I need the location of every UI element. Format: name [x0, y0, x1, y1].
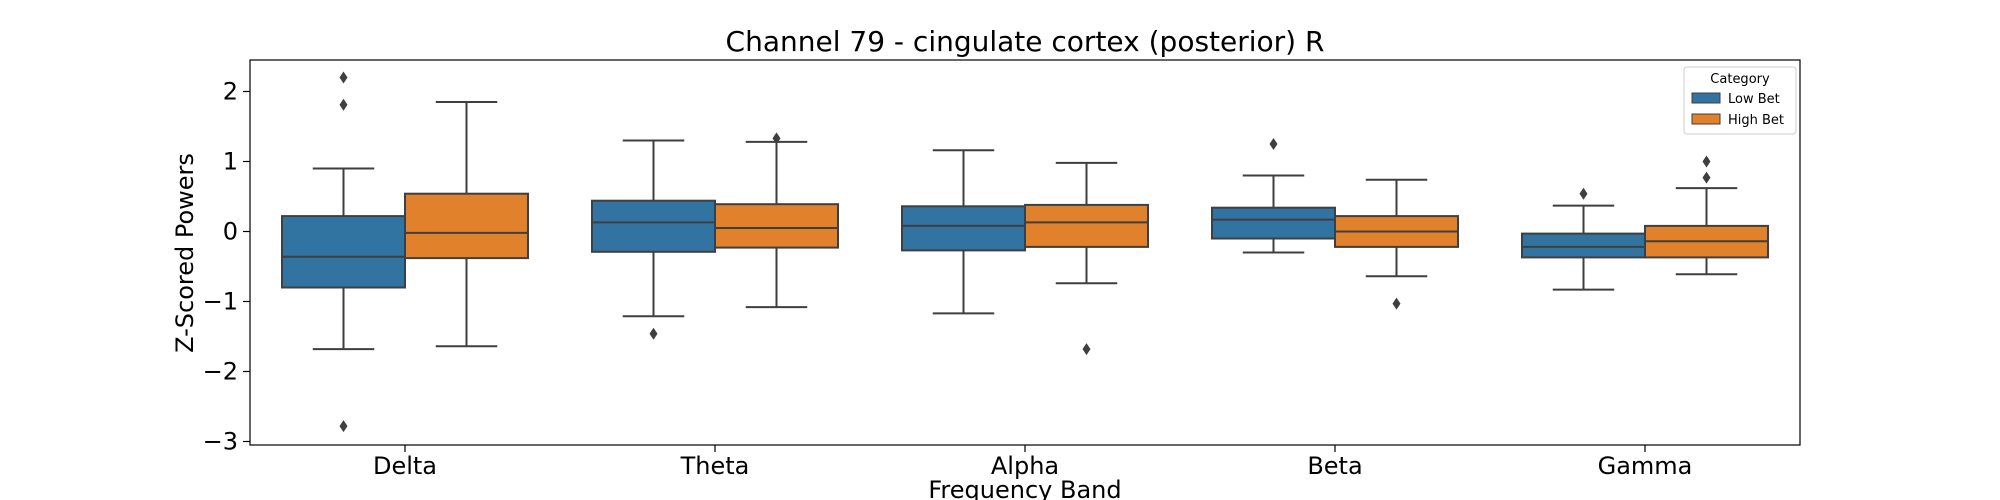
legend: Category Low Bet High Bet — [1683, 66, 1797, 135]
outlier-marker — [339, 71, 348, 84]
x-tick-label: Alpha — [991, 452, 1059, 480]
x-tick-label: Theta — [680, 452, 750, 480]
y-tick-label: 2 — [223, 78, 238, 106]
box-delta-high-bet — [404, 101, 529, 348]
box-gamma-high-bet — [1644, 155, 1769, 276]
box-iqr — [1521, 232, 1646, 259]
legend-label-high-bet: High Bet — [1728, 113, 1784, 128]
box-iqr — [901, 205, 1026, 252]
x-tick-label: Beta — [1307, 452, 1362, 480]
outlier-marker — [1702, 171, 1711, 184]
legend-swatch-low-bet — [1691, 92, 1721, 104]
legend-label-low-bet: Low Bet — [1728, 92, 1780, 107]
box-alpha-low-bet — [901, 149, 1026, 315]
box-iqr — [404, 192, 529, 260]
y-tick-label: 0 — [223, 218, 238, 246]
box-beta-high-bet — [1334, 178, 1459, 310]
y-tick-label: −1 — [203, 288, 238, 316]
box-delta-low-bet — [281, 71, 406, 433]
box-iqr — [591, 199, 716, 253]
box-alpha-high-bet — [1024, 161, 1149, 356]
legend-swatch-high-bet — [1691, 113, 1721, 125]
y-tick-label: −2 — [203, 358, 238, 386]
x-axis-label: Frequency Band — [928, 476, 1121, 500]
outlier-marker — [772, 132, 781, 145]
outlier-marker — [339, 420, 348, 433]
outlier-marker — [1579, 187, 1588, 200]
outlier-marker — [1082, 343, 1091, 356]
y-tick-label: 1 — [223, 148, 238, 176]
box-theta-high-bet — [714, 132, 839, 309]
chart-title: Channel 79 - cingulate cortex (posterior… — [726, 25, 1325, 58]
outlier-marker — [1269, 138, 1278, 150]
y-tick-label: −3 — [203, 428, 238, 456]
outlier-marker — [1392, 297, 1401, 310]
outlier-marker — [339, 98, 348, 111]
outlier-marker — [1702, 155, 1711, 168]
box-iqr — [1211, 206, 1336, 240]
box-gamma-low-bet — [1521, 187, 1646, 291]
box-iqr — [714, 203, 839, 249]
box-iqr — [1024, 203, 1149, 248]
y-axis-label: Z-Scored Powers — [171, 153, 199, 353]
axes: −3 −2 −1 0 1 2 Delta Theta Alpha Beta Gamma — [203, 59, 1801, 480]
x-tick-label: Gamma — [1598, 452, 1693, 480]
legend-title: Category — [1710, 72, 1770, 87]
box-theta-low-bet — [591, 139, 716, 340]
plot-area — [281, 71, 1769, 433]
box-iqr — [281, 215, 406, 289]
box-beta-low-bet — [1211, 138, 1336, 254]
outlier-marker — [649, 327, 658, 340]
x-tick-label: Delta — [373, 452, 437, 480]
